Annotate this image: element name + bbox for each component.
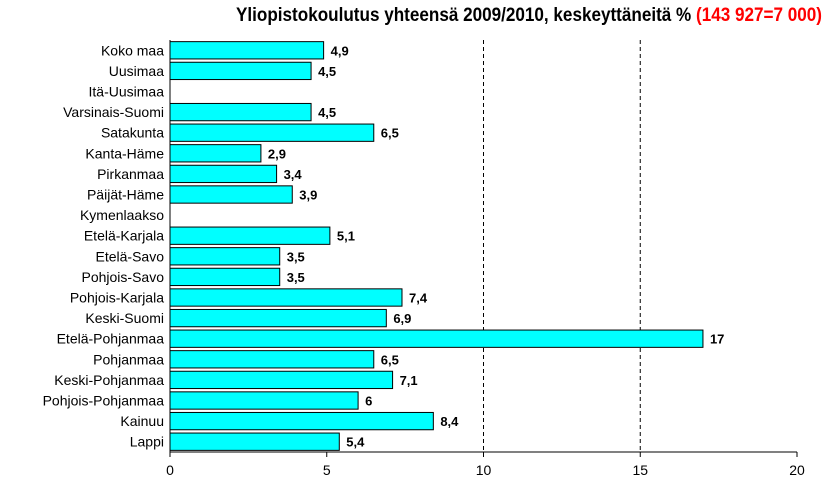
value-label: 3,5	[287, 249, 305, 264]
bar	[169, 226, 331, 245]
category-label: Satakunta	[101, 125, 164, 141]
x-tick-label: 0	[166, 462, 174, 478]
category-label: Etelä-Pohjanmaa	[57, 331, 165, 347]
chart-title-main: Yliopistokoulutus yhteensä 2009/2010, ke…	[236, 5, 692, 26]
axes	[169, 40, 798, 457]
bar	[169, 267, 281, 287]
category-label: Pohjanmaa	[93, 351, 164, 367]
bar	[169, 350, 375, 369]
value-label: 4,9	[331, 43, 349, 58]
value-label: 6,5	[381, 126, 399, 141]
category-label: Pohjois-Savo	[82, 269, 165, 285]
value-label: 6,9	[393, 311, 411, 326]
grid-lines	[483, 40, 641, 452]
category-label: Päijät-Häme	[87, 187, 164, 203]
value-label: 7,1	[400, 373, 418, 388]
category-label: Itä-Uusimaa	[89, 84, 165, 100]
value-label: 3,9	[299, 188, 317, 203]
category-label: Koko maa	[101, 42, 164, 58]
category-label: Kanta-Häme	[85, 145, 164, 161]
value-label: 2,9	[268, 146, 286, 161]
bar	[169, 61, 312, 81]
category-label: Kainuu	[120, 413, 164, 429]
value-label: 3,5	[287, 270, 305, 285]
chart-title: Yliopistokoulutus yhteensä 2009/2010, ke…	[82, 5, 822, 27]
bar	[169, 329, 704, 348]
bar	[169, 288, 403, 307]
bars	[169, 41, 704, 451]
bar	[169, 247, 281, 266]
value-label: 6	[365, 394, 372, 409]
category-label: Lappi	[130, 434, 164, 450]
value-label: 4,5	[318, 105, 336, 120]
category-label: Uusimaa	[109, 63, 164, 79]
category-label: Kymenlaakso	[80, 207, 164, 223]
value-label: 5,4	[346, 435, 365, 450]
value-label: 4,5	[318, 64, 336, 79]
chart-title-highlight: (143 927=7 000)	[696, 5, 822, 26]
bar	[169, 411, 434, 431]
x-tick-label: 15	[632, 462, 648, 478]
category-label: Keski-Suomi	[85, 310, 164, 326]
value-label: 5,1	[337, 229, 355, 244]
value-label: 3,4	[284, 167, 303, 182]
bar	[169, 308, 387, 328]
bar	[169, 144, 262, 163]
category-label: Pirkanmaa	[97, 166, 164, 182]
value-label: 7,4	[409, 291, 428, 306]
category-label: Varsinais-Suomi	[63, 104, 164, 120]
labels: 4,9 Koko maa 4,5 Uusimaa Itä-Uusimaa 4,5 Varsi…	[43, 42, 805, 478]
category-label: Keski-Pohjanmaa	[54, 372, 164, 388]
bar	[169, 185, 293, 204]
x-tick-label: 5	[323, 462, 331, 478]
value-label: 17	[710, 332, 724, 347]
bar	[169, 370, 394, 390]
category-label: Pohjois-Pohjanmaa	[43, 393, 165, 409]
value-label: 6,5	[381, 352, 399, 367]
bar	[169, 41, 325, 60]
x-tick-label: 20	[789, 462, 805, 478]
bar	[169, 123, 375, 142]
bar	[169, 432, 340, 451]
bar	[169, 164, 278, 184]
category-label: Etelä-Karjala	[84, 228, 164, 244]
value-label: 8,4	[440, 414, 459, 429]
x-tick-label: 10	[476, 462, 492, 478]
bar	[169, 391, 359, 410]
category-label: Pohjois-Karjala	[70, 290, 164, 306]
category-label: Etelä-Savo	[96, 248, 165, 264]
bar	[169, 102, 312, 122]
